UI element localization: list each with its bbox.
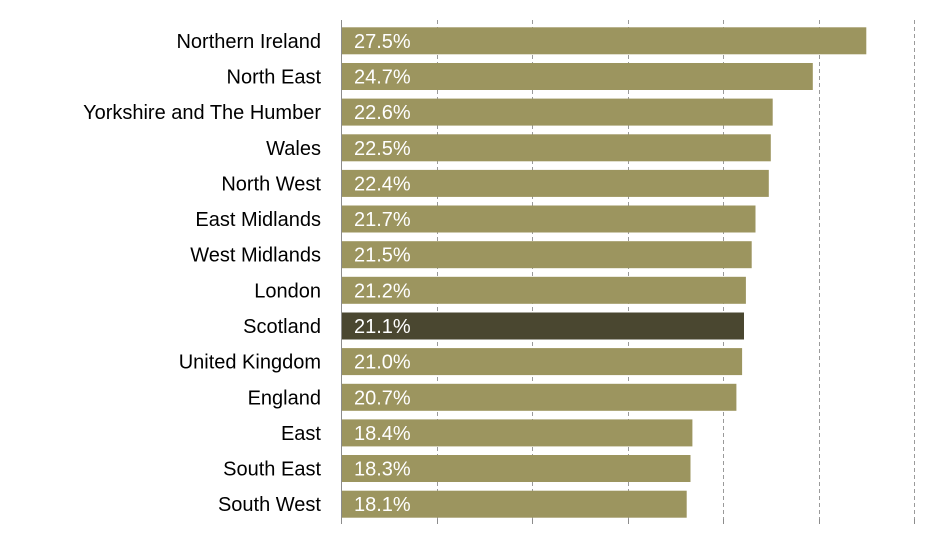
axis-ticks: [341, 519, 915, 524]
bar: [342, 205, 756, 233]
value-label: 18.4%: [354, 423, 411, 445]
bar: [342, 455, 691, 482]
category-label: Northern Ireland: [176, 31, 321, 53]
category-label: United Kingdom: [179, 352, 321, 374]
category-label: North West: [221, 173, 321, 195]
category-label: Wales: [266, 138, 321, 160]
bar: [342, 312, 744, 340]
value-label: 21.1%: [354, 316, 411, 338]
bar: [342, 490, 687, 518]
category-labels: Northern Ireland North East Yorkshire and …: [83, 31, 321, 516]
value-label: 22.4%: [354, 173, 411, 195]
bar: [342, 134, 771, 162]
category-label: South West: [218, 494, 321, 516]
category-label: Scotland: [243, 316, 321, 338]
category-label: England: [248, 387, 321, 409]
bar: [342, 348, 743, 376]
value-label: 20.7%: [354, 387, 411, 409]
bar: [342, 169, 769, 197]
value-label: 22.5%: [354, 138, 411, 160]
grid-lines: [437, 20, 915, 522]
category-label: West Midlands: [190, 245, 321, 267]
bar: [342, 63, 813, 90]
value-label: 21.2%: [354, 280, 411, 302]
category-label: London: [254, 280, 321, 302]
bar: [342, 276, 746, 304]
value-label: 21.0%: [354, 352, 411, 374]
bar: [342, 383, 737, 411]
category-label: Yorkshire and The Humber: [83, 102, 321, 124]
bar: [342, 241, 752, 269]
bar: [342, 419, 693, 447]
value-label: 22.6%: [354, 102, 411, 124]
category-label: East: [281, 423, 321, 445]
bar: [342, 27, 867, 55]
category-label: East Midlands: [195, 209, 321, 231]
value-label: 27.5%: [354, 31, 411, 53]
value-label: 21.7%: [354, 209, 411, 231]
bars: [342, 27, 867, 518]
category-label: South East: [223, 459, 321, 481]
value-label: 18.1%: [354, 494, 411, 516]
value-label: 21.5%: [354, 245, 411, 267]
bar: [342, 98, 773, 126]
value-label: 18.3%: [354, 459, 411, 481]
value-labels: 27.5% 24.7% 22.6% 22.5% 22.4% 21.7% 21.5% 21.2%…: [354, 31, 411, 516]
value-label: 24.7%: [354, 67, 411, 89]
category-label: North East: [227, 67, 322, 89]
